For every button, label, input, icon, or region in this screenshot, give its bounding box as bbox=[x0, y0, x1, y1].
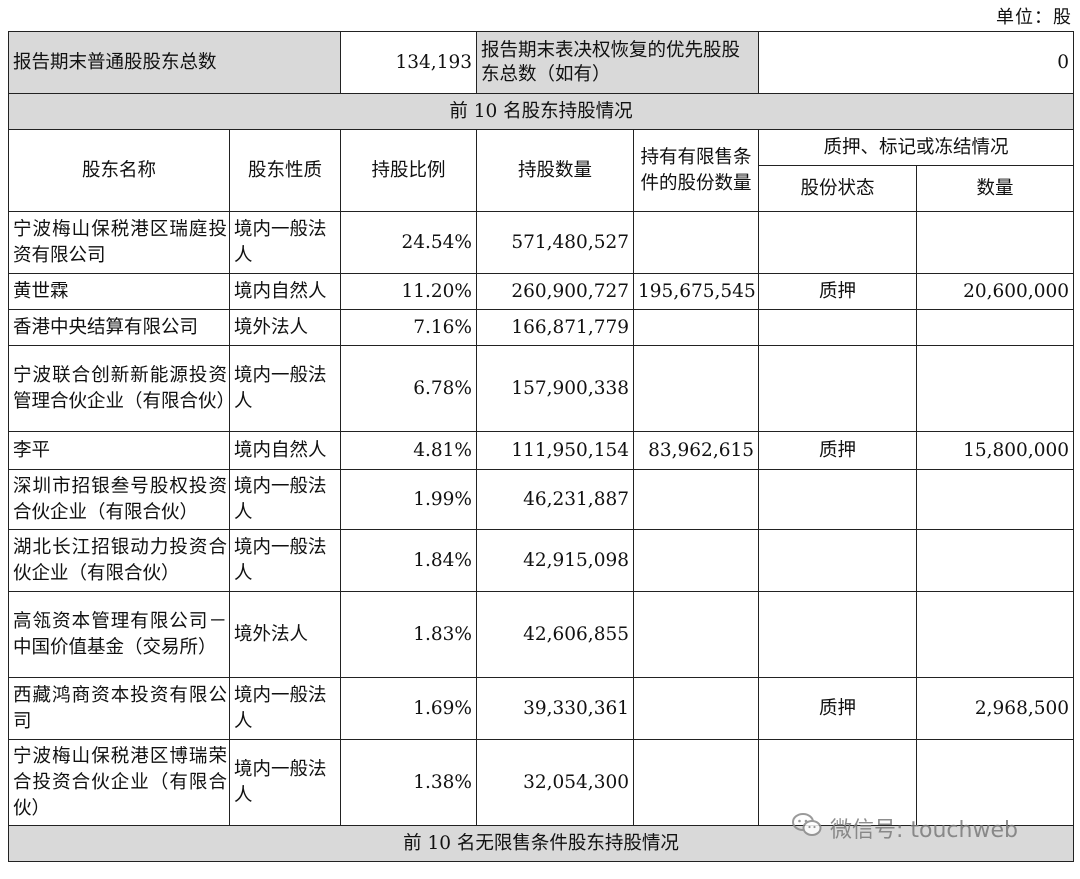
shareholding-ratio: 1.69% bbox=[340, 677, 478, 740]
table-row: 宁波联合创新新能源投资管理合伙企业（有限合伙） 境内一般法人 6.78% 157,90… bbox=[8, 345, 1075, 432]
shareholding-quantity: 46,231,887 bbox=[476, 469, 635, 530]
header-pledge-status: 股份状态 bbox=[758, 165, 918, 212]
pledged-quantity bbox=[916, 309, 1075, 346]
restricted-shares: 83,962,615 bbox=[633, 431, 760, 470]
unit-label: 单位：股 bbox=[996, 7, 1072, 28]
pledge-status bbox=[758, 591, 918, 678]
shareholding-ratio: 24.54% bbox=[340, 211, 478, 274]
shareholding-ratio: 7.16% bbox=[340, 309, 478, 346]
table-row: 宁波梅山保税港区博瑞荣合投资合伙企业（有限合伙） 境内一般法人 1.38% 32,05… bbox=[8, 739, 1075, 826]
shareholding-quantity: 260,900,727 bbox=[476, 273, 635, 310]
table-row: 高瓴资本管理有限公司－中国价值基金（交易所） 境外法人 1.83% 42,606,85… bbox=[8, 591, 1075, 678]
shareholder-name: 宁波梅山保税港区瑞庭投资有限公司 bbox=[8, 211, 230, 274]
restricted-shares bbox=[633, 591, 760, 678]
shareholder-nature: 境内自然人 bbox=[228, 431, 342, 470]
restricted-shares bbox=[633, 211, 760, 274]
watermark: 微信号: touchweb bbox=[792, 812, 1018, 844]
shareholder-name: 西藏鸿商资本投资有限公司 bbox=[8, 677, 230, 740]
pledged-quantity bbox=[916, 739, 1075, 826]
shareholder-name: 香港中央结算有限公司 bbox=[8, 309, 230, 346]
table-row: 湖北长江招银动力投资合伙企业（有限合伙） 境内一般法人 1.84% 42,915,09… bbox=[8, 529, 1075, 592]
table-row: 深圳市招银叁号股权投资合伙企业（有限合伙） 境内一般法人 1.99% 46,231,8… bbox=[8, 469, 1075, 530]
header-pledge-group: 质押、标记或冻结情况 bbox=[758, 129, 1075, 166]
pledged-quantity bbox=[916, 469, 1075, 530]
shareholder-nature: 境内一般法人 bbox=[228, 739, 342, 826]
pledged-quantity bbox=[916, 529, 1075, 592]
shareholder-nature: 境内一般法人 bbox=[228, 677, 342, 740]
shareholding-ratio: 1.38% bbox=[340, 739, 478, 826]
section-title: 前 10 名股东持股情况 bbox=[7, 93, 1075, 130]
header-nature: 股东性质 bbox=[228, 129, 342, 212]
shareholder-nature: 境内一般法人 bbox=[228, 529, 342, 592]
restricted-shares bbox=[633, 345, 760, 432]
shareholding-quantity: 32,054,300 bbox=[476, 739, 635, 826]
shareholder-nature: 境内一般法人 bbox=[228, 345, 342, 432]
shareholding-quantity: 39,330,361 bbox=[476, 677, 635, 740]
pledge-status: 质押 bbox=[758, 677, 918, 740]
shareholder-nature: 境内一般法人 bbox=[228, 211, 342, 274]
shareholder-name: 湖北长江招银动力投资合伙企业（有限合伙） bbox=[8, 529, 230, 592]
shareholding-ratio: 1.99% bbox=[340, 469, 478, 530]
pledge-status: 质押 bbox=[758, 273, 918, 310]
shareholder-name: 宁波梅山保税港区博瑞荣合投资合伙企业（有限合伙） bbox=[8, 739, 230, 826]
restricted-shares bbox=[633, 469, 760, 530]
table-row: 李平 境内自然人 4.81% 111,950,154 83,962,615 质押 15,80… bbox=[8, 431, 1075, 470]
table-row: 宁波梅山保税港区瑞庭投资有限公司 境内一般法人 24.54% 571,480,527 bbox=[8, 211, 1075, 274]
restricted-shares: 195,675,545 bbox=[633, 273, 760, 310]
shareholding-quantity: 42,915,098 bbox=[476, 529, 635, 592]
total-preferred-holders-label: 报告期末表决权恢复的优先股股东总数（如有） bbox=[476, 31, 760, 94]
restricted-shares bbox=[633, 739, 760, 826]
shareholder-name: 黄世霖 bbox=[8, 273, 230, 310]
total-common-holders-label: 报告期末普通股股东总数 bbox=[7, 31, 342, 94]
pledged-quantity: 20,600,000 bbox=[916, 273, 1075, 310]
shareholder-nature: 境外法人 bbox=[228, 309, 342, 346]
restricted-shares bbox=[633, 529, 760, 592]
shareholding-quantity: 166,871,779 bbox=[476, 309, 635, 346]
shareholder-table: 报告期末普通股股东总数 134,193 报告期末表决权恢复的优先股股东总数（如有… bbox=[7, 31, 1075, 862]
shareholder-nature: 境内自然人 bbox=[228, 273, 342, 310]
header-ratio: 持股比例 bbox=[340, 129, 478, 212]
total-common-holders-value: 134,193 bbox=[340, 31, 478, 94]
pledged-quantity bbox=[916, 591, 1075, 678]
shareholder-name: 高瓴资本管理有限公司－中国价值基金（交易所） bbox=[8, 591, 230, 678]
shareholder-nature: 境外法人 bbox=[228, 591, 342, 678]
pledge-status bbox=[758, 739, 918, 826]
shareholder-nature: 境内一般法人 bbox=[228, 469, 342, 530]
header-restricted: 持有有限售条件的股份数量 bbox=[633, 129, 760, 212]
restricted-shares bbox=[633, 677, 760, 740]
shareholding-quantity: 111,950,154 bbox=[476, 431, 635, 470]
pledged-quantity: 2,968,500 bbox=[916, 677, 1075, 740]
table-row: 香港中央结算有限公司 境外法人 7.16% 166,871,779 bbox=[8, 309, 1075, 346]
table-row: 西藏鸿商资本投资有限公司 境内一般法人 1.69% 39,330,361 质押 2,968… bbox=[8, 677, 1075, 740]
wechat-icon bbox=[792, 812, 822, 844]
shareholding-quantity: 42,606,855 bbox=[476, 591, 635, 678]
pledge-status: 质押 bbox=[758, 431, 918, 470]
watermark-text: 微信号: touchweb bbox=[830, 818, 1018, 843]
header-quantity: 持股数量 bbox=[476, 129, 635, 212]
footer-section-title: 前 10 名无限售条件股东持股情况 bbox=[7, 825, 1075, 862]
shareholding-ratio: 1.84% bbox=[340, 529, 478, 592]
table-row: 黄世霖 境内自然人 11.20% 260,900,727 195,675,545 质押 20… bbox=[8, 273, 1075, 310]
pledge-status bbox=[758, 211, 918, 274]
pledge-status bbox=[758, 345, 918, 432]
shareholding-quantity: 571,480,527 bbox=[476, 211, 635, 274]
shareholding-ratio: 6.78% bbox=[340, 345, 478, 432]
shareholding-quantity: 157,900,338 bbox=[476, 345, 635, 432]
shareholding-ratio: 1.83% bbox=[340, 591, 478, 678]
pledge-status bbox=[758, 469, 918, 530]
header-name: 股东名称 bbox=[8, 129, 230, 212]
restricted-shares bbox=[633, 309, 760, 346]
pledged-quantity bbox=[916, 345, 1075, 432]
shareholder-name: 宁波联合创新新能源投资管理合伙企业（有限合伙） bbox=[8, 345, 230, 432]
total-preferred-holders-value: 0 bbox=[758, 31, 1075, 94]
pledge-status bbox=[758, 529, 918, 592]
pledged-quantity: 15,800,000 bbox=[916, 431, 1075, 470]
shareholder-name: 深圳市招银叁号股权投资合伙企业（有限合伙） bbox=[8, 469, 230, 530]
shareholder-name: 李平 bbox=[8, 431, 230, 470]
shareholding-ratio: 11.20% bbox=[340, 273, 478, 310]
shareholding-ratio: 4.81% bbox=[340, 431, 478, 470]
pledge-status bbox=[758, 309, 918, 346]
header-pledge-quantity: 数量 bbox=[916, 165, 1075, 212]
pledged-quantity bbox=[916, 211, 1075, 274]
